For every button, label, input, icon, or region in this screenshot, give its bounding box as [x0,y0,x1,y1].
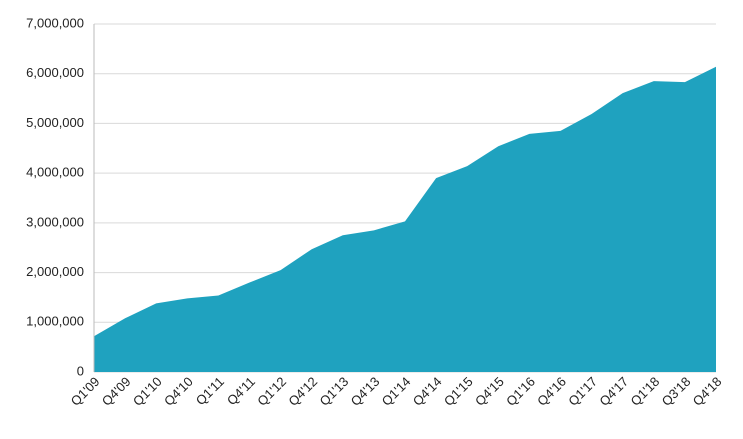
x-tick-label: Q1'16 [503,374,538,409]
y-tick-label: 5,000,000 [26,115,84,130]
y-tick-label: 0 [77,363,84,378]
x-tick-label: Q4'12 [285,374,320,409]
x-tick-label: Q1'12 [254,374,289,409]
x-tick-label: Q4'17 [596,374,631,409]
x-tick-label: Q1'13 [316,374,351,409]
area [94,66,716,373]
x-tick-label: Q4'14 [410,374,445,409]
y-tick-label: 4,000,000 [26,165,84,180]
y-tick-label: 2,000,000 [26,264,84,279]
y-tick-label: 7,000,000 [26,15,84,30]
x-tick-label: Q3'18 [659,374,694,409]
x-tick-label: Q4'15 [472,374,507,409]
y-tick-label: 3,000,000 [26,214,84,229]
x-tick-label: Q4'18 [690,374,725,409]
x-tick-label: Q1'17 [565,374,600,409]
x-tick-label: Q1'11 [193,374,227,408]
x-tick-label: Q4'11 [224,374,258,408]
y-tick-label: 1,000,000 [26,314,84,329]
x-tick-label: Q1'10 [130,374,165,409]
x-tick-label: Q1'09 [68,374,103,409]
x-tick-label: Q4'09 [99,374,134,409]
x-tick-label: Q1'14 [379,374,414,409]
x-tick-label: Q1'15 [441,374,476,409]
x-tick-label: Q4'16 [534,374,569,409]
x-tick-label: Q4'13 [348,374,383,409]
y-tick-label: 6,000,000 [26,65,84,80]
x-tick-label: Q1'18 [627,374,662,409]
x-tick-label: Q4'10 [161,374,196,409]
